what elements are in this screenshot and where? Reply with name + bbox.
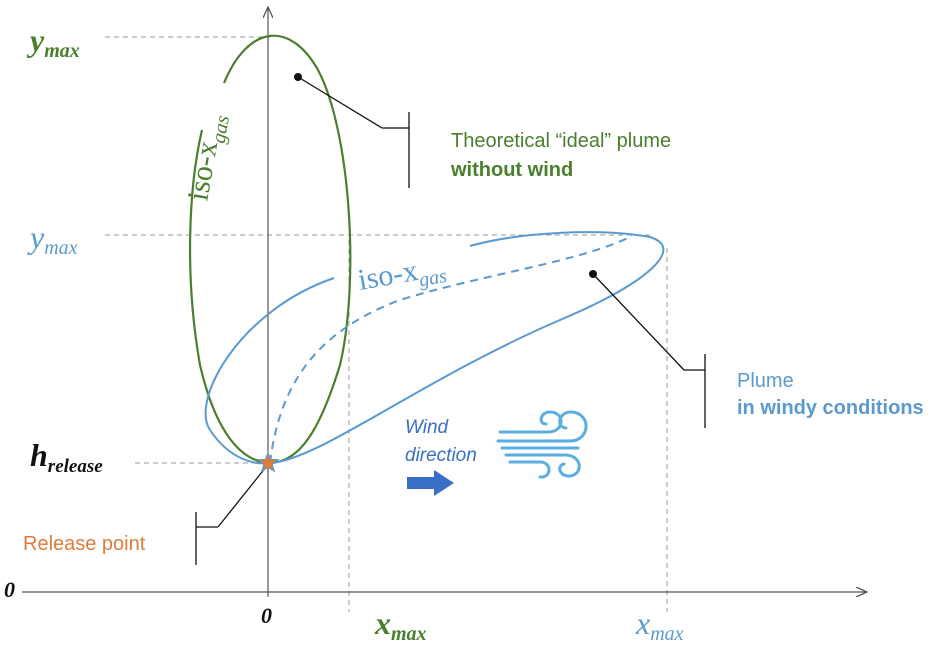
x-zero-label: 0 (261, 603, 272, 628)
ideal-iso-label: iso-xgas (181, 111, 234, 204)
ideal-ymax-label: ymax (26, 22, 80, 62)
windy-callout-line2: in windy conditions (737, 397, 924, 419)
release-point-icon (256, 451, 280, 473)
windy-ymax-label: ymax (27, 219, 78, 259)
ideal-callout-line2: without wind (450, 159, 573, 181)
axes (22, 8, 866, 597)
guide-lines (105, 36, 668, 612)
windy-iso-label: iso-xgas (355, 249, 448, 302)
windy-callout-dot (589, 270, 597, 278)
ideal-callout-line1: Theoretical “ideal” plume (451, 130, 671, 152)
wind-label-line1: Wind (405, 417, 450, 438)
windy-plume-contour (204, 231, 665, 465)
release-callout-leader (217, 466, 267, 528)
callouts (195, 76, 706, 565)
origin-label: 0 (4, 577, 15, 602)
windy-callout-leader (592, 273, 685, 371)
ideal-callout-leader (297, 76, 383, 129)
windy-xmax-label: xmax (635, 605, 684, 645)
ideal-callout-dot (294, 73, 302, 81)
windy-callout-line1: Plume (737, 370, 794, 392)
release-callout-text: Release point (23, 533, 146, 555)
ideal-xmax-label: xmax (374, 605, 427, 645)
ideal-plume-contour (188, 34, 352, 465)
release-height-label: hrelease (30, 437, 103, 477)
wind-label-line2: direction (405, 445, 477, 466)
wind-icon (496, 410, 588, 479)
arrow-right-icon (407, 470, 454, 496)
windy-plume-centerline (269, 235, 633, 464)
